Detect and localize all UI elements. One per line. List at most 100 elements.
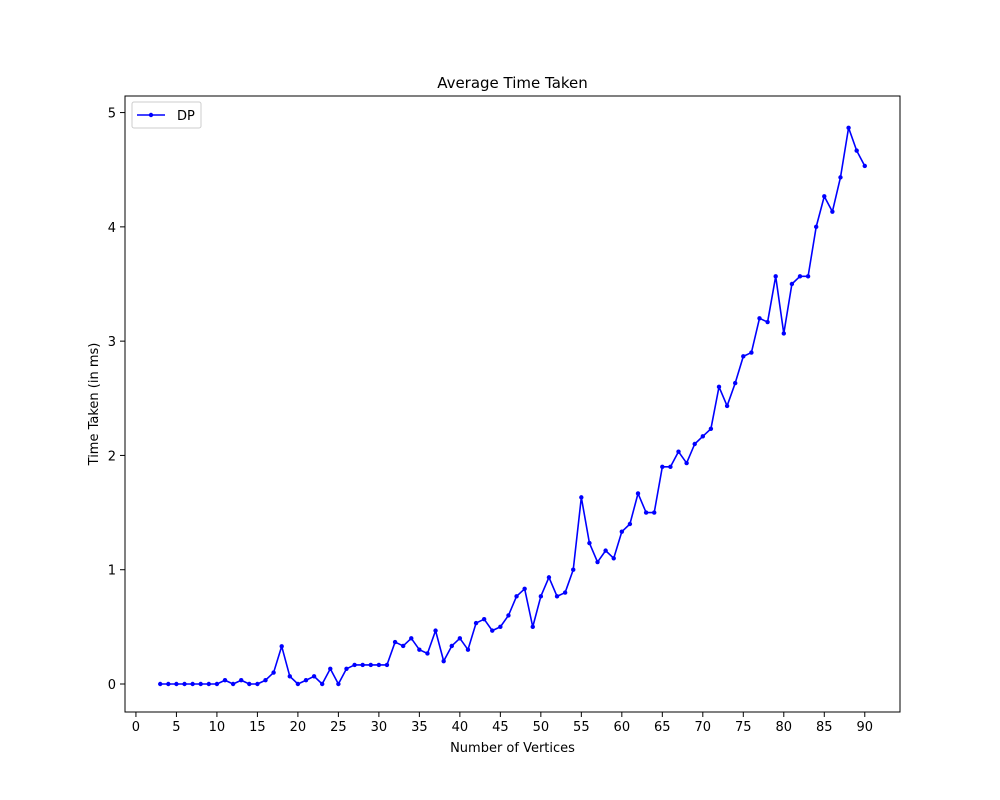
data-point (473, 620, 479, 626)
data-point (263, 678, 268, 683)
data-point (425, 651, 430, 656)
data-point (700, 434, 706, 439)
x-tick-label: 70 (695, 720, 712, 735)
data-point (166, 681, 171, 687)
data-point (158, 681, 163, 687)
data-point (239, 678, 244, 683)
data-point (595, 559, 600, 565)
legend-label-dp: DP (177, 109, 195, 124)
data-point (319, 681, 325, 687)
data-point (279, 644, 284, 649)
data-point (400, 643, 406, 649)
y-axis-label: Time Taken (in ms) (87, 343, 102, 467)
data-point (854, 148, 859, 153)
data-point (822, 194, 827, 199)
data-point (368, 662, 373, 668)
x-tick-label: 45 (492, 720, 509, 735)
data-point (773, 274, 778, 279)
data-point (660, 464, 665, 470)
legend-marker-swatch (148, 112, 154, 118)
data-point (571, 567, 576, 572)
data-point (206, 681, 212, 687)
data-point (554, 594, 560, 599)
data-point (336, 681, 341, 687)
data-point (384, 662, 390, 668)
x-tick-label: 30 (371, 720, 388, 735)
data-point (668, 464, 673, 470)
data-point (708, 426, 714, 431)
data-point (522, 586, 527, 591)
data-point (498, 624, 503, 630)
x-tick-label: 0 (132, 720, 140, 735)
data-point (449, 643, 454, 649)
x-tick-label: 60 (614, 720, 631, 735)
y-tick-label: 1 (108, 564, 116, 579)
x-tick-label: 25 (330, 720, 347, 735)
data-point (311, 674, 317, 679)
data-point (830, 209, 835, 214)
data-point (198, 681, 203, 687)
x-tick-label: 15 (249, 720, 266, 735)
legend: DP (131, 101, 202, 129)
y-tick-label: 4 (108, 221, 116, 236)
data-point (417, 647, 422, 652)
data-point (182, 681, 187, 687)
data-point (514, 594, 519, 599)
data-point (846, 125, 851, 130)
data-point (757, 316, 762, 321)
data-point (481, 617, 487, 622)
data-point (344, 666, 349, 671)
data-point (684, 460, 689, 466)
data-point (230, 681, 236, 687)
data-point (190, 681, 195, 687)
data-point (546, 575, 552, 580)
x-tick-label: 90 (856, 720, 873, 735)
data-point (797, 274, 803, 279)
data-point (627, 521, 633, 527)
data-point (813, 224, 819, 230)
data-point (603, 548, 608, 553)
data-point (255, 681, 260, 687)
x-tick-label: 5 (172, 720, 180, 735)
legend-box (131, 101, 202, 129)
y-tick-label: 5 (108, 107, 116, 122)
data-point (676, 449, 681, 454)
data-point (433, 628, 438, 633)
series-line-dp (160, 126, 866, 685)
data-point (805, 274, 811, 279)
data-point (352, 662, 357, 668)
x-tick-label: 50 (533, 720, 550, 735)
x-tick-label: 80 (776, 720, 793, 735)
data-point (214, 681, 220, 687)
data-point (716, 384, 722, 390)
data-point (457, 636, 463, 641)
data-point (295, 681, 301, 687)
y-tick-label: 3 (108, 335, 116, 350)
data-point (862, 163, 867, 169)
data-point (222, 678, 228, 683)
data-point (506, 613, 511, 618)
data-point (611, 556, 616, 561)
data-point (562, 590, 568, 595)
data-point (303, 678, 309, 683)
data-point (360, 662, 365, 668)
data-point (789, 281, 795, 287)
data-point (465, 647, 471, 652)
data-point (635, 491, 641, 496)
data-point (749, 350, 754, 355)
data-point (692, 441, 697, 447)
data-point (247, 681, 252, 687)
data-point (587, 540, 592, 546)
data-point (733, 380, 738, 386)
axes-frame (124, 95, 901, 713)
data-point (409, 636, 414, 641)
plot-area: 0 5 10 15 20 25 30 35 40 45 50 55 60 65 70 75 80 85 900123… (108, 95, 901, 735)
x-tick-label: 35 (411, 720, 428, 735)
data-point (530, 624, 535, 630)
chart-title: Average Time Taken (437, 74, 588, 92)
data-point (724, 403, 730, 409)
data-point (392, 639, 398, 645)
x-tick-label: 85 (816, 720, 833, 735)
